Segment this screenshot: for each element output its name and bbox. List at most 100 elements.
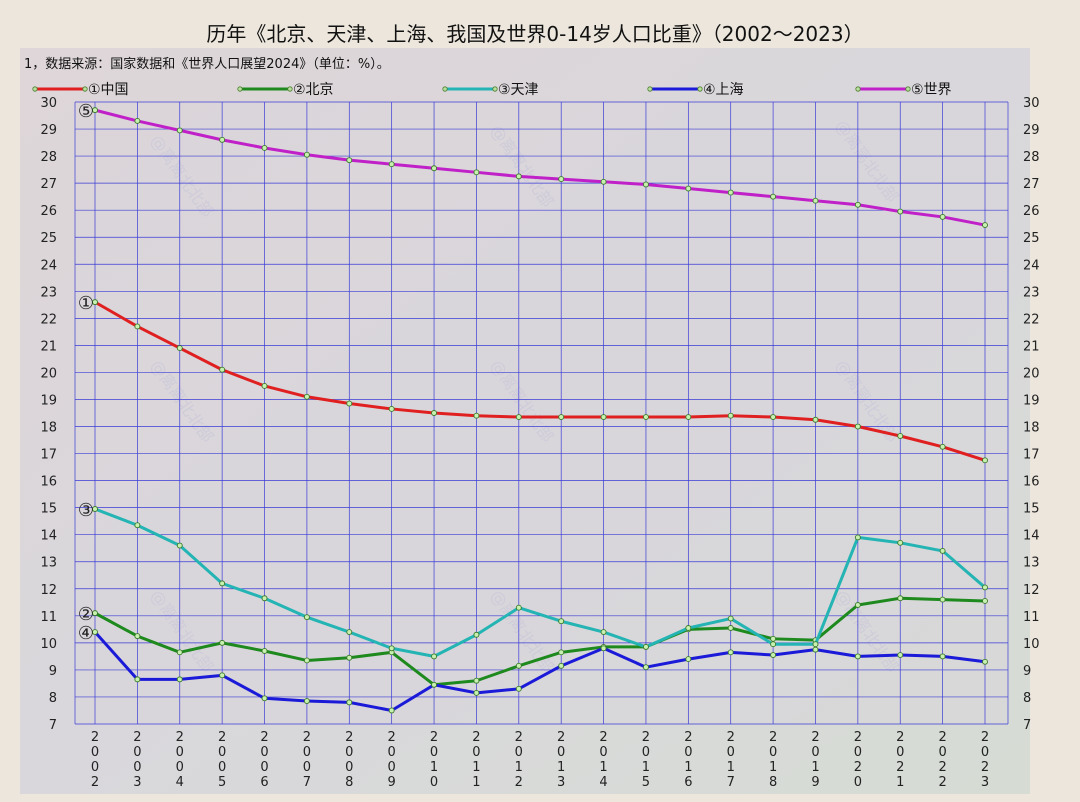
x-tick-char: 0 [91, 745, 99, 760]
chart-title: 历年《北京、天津、上海、我国及世界0-14岁人口比重》（2002～2023） [206, 22, 863, 46]
series-1: ① [78, 293, 988, 464]
x-tick-char: 2 [388, 730, 396, 745]
y-tick-label-right: 17 [1023, 448, 1040, 463]
x-tick-char: 1 [727, 760, 735, 775]
data-point [515, 414, 522, 421]
data-point [685, 185, 692, 192]
x-tick-char: 1 [896, 775, 904, 790]
data-point [727, 615, 734, 622]
data-point [473, 677, 480, 684]
x-tick-char: 0 [345, 745, 353, 760]
x-tick-char: 0 [303, 745, 311, 760]
legend-label: ①中国 [88, 82, 129, 98]
series-line [94, 596, 986, 687]
x-tick-char: 0 [854, 775, 862, 790]
x-tick-char: 7 [303, 775, 311, 790]
y-tick-label-right: 24 [1023, 258, 1040, 273]
data-point [431, 410, 437, 416]
data-point [303, 151, 310, 158]
legend-marker [647, 86, 653, 92]
y-tick-label-right: 22 [1023, 312, 1040, 327]
data-point [600, 414, 607, 421]
y-tick-label-left: 28 [40, 150, 57, 165]
data-point [176, 649, 183, 656]
x-tick-char: 2 [218, 730, 226, 745]
data-point [812, 197, 819, 204]
y-tick-label-left: 12 [40, 583, 57, 598]
x-tick-char: 2 [854, 730, 862, 745]
data-point [982, 584, 988, 591]
data-point [219, 580, 226, 587]
legend-marker [492, 86, 498, 92]
data-point [897, 433, 904, 439]
data-point [261, 383, 268, 389]
data-point [685, 414, 692, 421]
data-point [303, 393, 310, 400]
data-point [303, 698, 310, 704]
x-tick-char: 0 [430, 775, 438, 790]
data-point [727, 189, 734, 196]
data-point [939, 213, 946, 220]
x-tick-char: 2 [811, 730, 819, 745]
data-point [982, 658, 988, 665]
data-point [897, 652, 904, 658]
data-point [727, 412, 734, 419]
data-point [388, 645, 395, 652]
series-line [94, 108, 986, 227]
y-tick-label-left: 27 [40, 177, 57, 192]
data-point [515, 604, 522, 611]
y-tick-label-right: 12 [1023, 583, 1040, 598]
y-tick-label-right: 16 [1023, 475, 1040, 490]
data-point [558, 618, 565, 625]
x-tick-char: 3 [981, 775, 989, 790]
y-tick-label-left: 26 [40, 204, 57, 219]
x-tick-char: 2 [938, 775, 946, 790]
y-tick-label-left: 11 [40, 610, 57, 625]
data-point [92, 610, 98, 617]
data-point [134, 522, 141, 529]
series-line [93, 631, 986, 712]
series-start-marker: ② [78, 604, 94, 625]
x-tick-char: 0 [515, 745, 523, 760]
data-point [770, 414, 777, 421]
series-5: ⑤ [78, 101, 988, 228]
x-tick-char: 0 [303, 760, 311, 775]
series-line [94, 507, 986, 658]
data-point [770, 641, 777, 648]
data-point [558, 662, 565, 669]
data-point [982, 457, 988, 464]
x-tick-char: 2 [557, 730, 565, 745]
data-point [346, 699, 353, 706]
series-4: ④ [78, 623, 988, 714]
y-tick-label-right: 28 [1023, 150, 1040, 165]
y-tick-label-left: 17 [40, 448, 57, 463]
y-tick-label-right: 20 [1023, 366, 1040, 381]
y-tick-label-left: 20 [40, 366, 57, 381]
data-point [134, 633, 141, 640]
data-point [219, 639, 226, 646]
x-tick-char: 0 [218, 745, 226, 760]
x-tick-char: 6 [260, 775, 268, 790]
data-point [982, 598, 988, 604]
y-tick-label-right: 27 [1023, 177, 1040, 192]
data-point [770, 652, 777, 658]
data-point [854, 534, 861, 541]
y-tick-label-left: 14 [40, 529, 57, 544]
data-point [473, 412, 480, 419]
x-tick-char: 2 [91, 730, 99, 745]
data-point [897, 539, 904, 546]
y-tick-label-right: 21 [1023, 339, 1040, 354]
data-point [176, 676, 183, 683]
x-tick-char: 2 [472, 730, 480, 745]
x-tick-char: 0 [472, 745, 480, 760]
y-tick-label-left: 23 [40, 285, 57, 300]
